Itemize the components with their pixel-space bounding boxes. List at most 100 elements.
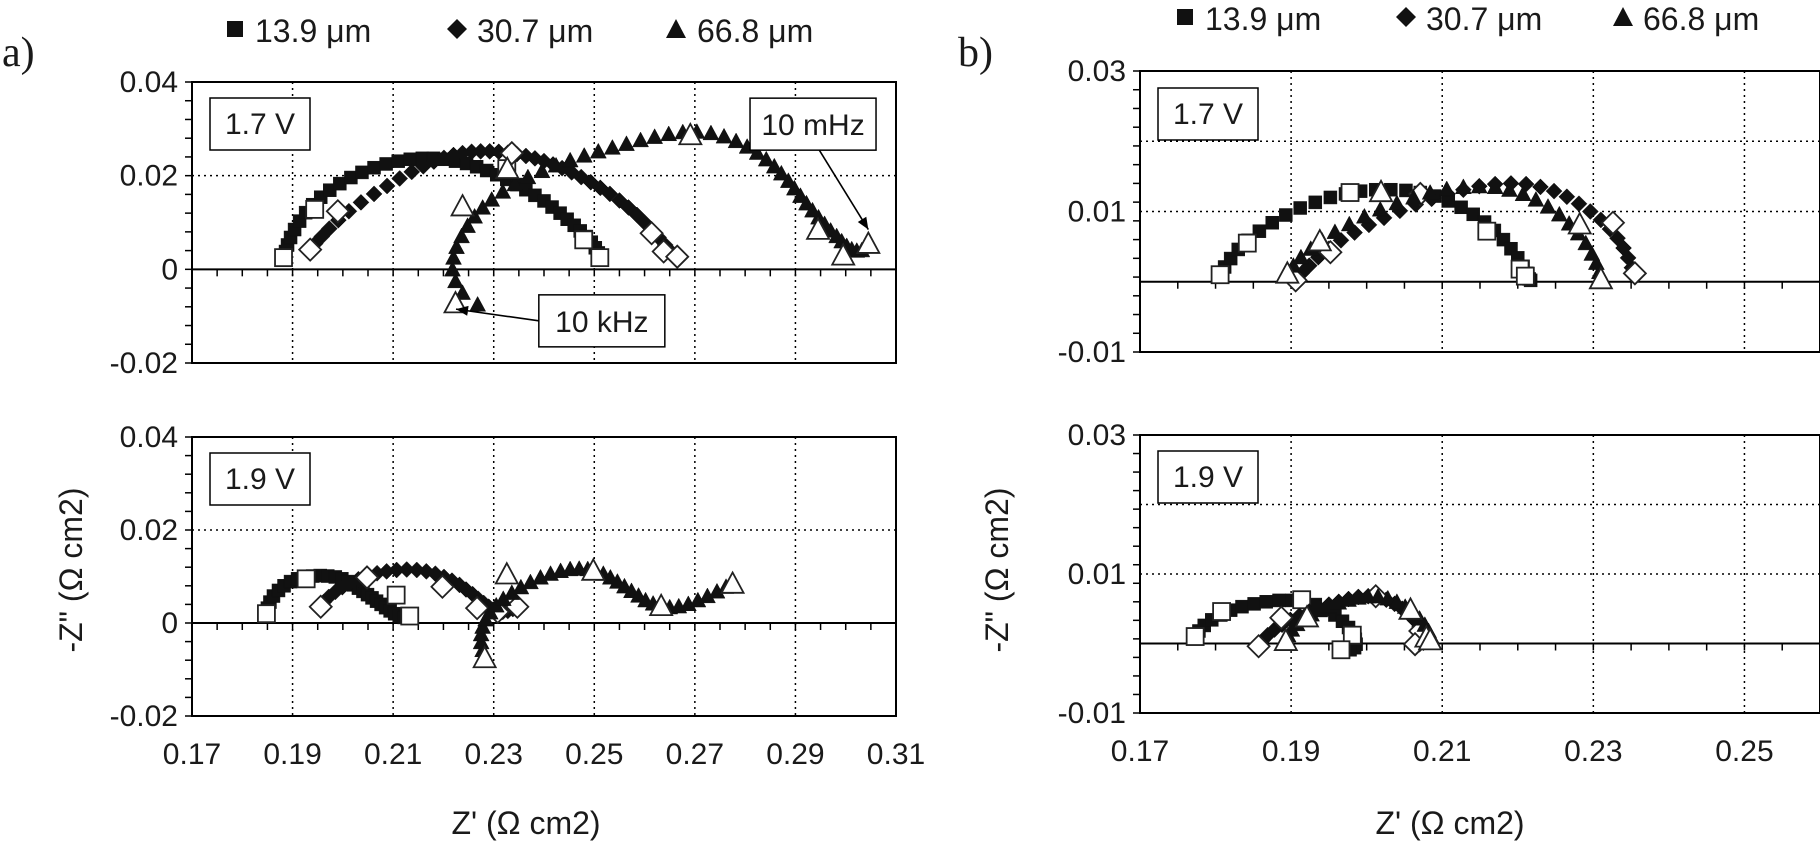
triangle-marker <box>1470 177 1488 194</box>
open-square-marker <box>386 585 406 605</box>
voltage-label: 1.7 V <box>1173 98 1243 131</box>
diamond-marker <box>611 192 628 209</box>
y-tick-label: 0.01 <box>1068 558 1126 591</box>
open-triangle-marker <box>1273 627 1299 651</box>
triangle-marker <box>444 260 461 277</box>
triangle-marker <box>1371 200 1389 217</box>
diamond-marker <box>1545 182 1563 200</box>
annotation-arrow-line <box>455 308 539 322</box>
y-tick-label: -0.02 <box>110 700 178 733</box>
plot-a-1-7v: -0.02 0 0.02 0.04 1.7 V 10 mHz 10 kHz <box>110 66 897 380</box>
open-triangle-marker <box>1368 178 1394 203</box>
x-tick-label: 0.19 <box>1262 735 1320 768</box>
triangle-marker <box>453 227 470 244</box>
y-tick-label: 0.04 <box>120 66 178 99</box>
diamond-marker <box>1570 195 1588 213</box>
y-tick-label: 0.04 <box>120 421 178 454</box>
diamond-marker <box>365 185 383 203</box>
voltage-label-box <box>1157 450 1259 504</box>
open-triangle-marker <box>1397 596 1423 620</box>
triangle-marker <box>1388 593 1406 609</box>
open-triangle-marker <box>1274 260 1300 284</box>
y-tick-label: 0.03 <box>1068 55 1126 88</box>
square-marker <box>1247 597 1261 611</box>
diamond-marker <box>391 170 409 187</box>
voltage-label: 1.9 V <box>1173 461 1243 494</box>
voltage-label-box <box>209 452 311 506</box>
square-marker <box>1466 207 1480 222</box>
triangle-marker <box>459 217 476 233</box>
triangle-marker <box>506 175 524 192</box>
legend-label: 30.7 μm <box>477 13 593 49</box>
diamond-marker <box>1581 203 1599 220</box>
x-tick-label: 0.21 <box>364 738 422 771</box>
panel-letter-a: a) <box>2 30 35 76</box>
open-square-marker <box>1331 640 1351 660</box>
triangle-marker <box>447 272 464 289</box>
triangle-marker <box>702 124 720 141</box>
annotation-box <box>749 97 877 151</box>
triangle-marker <box>1355 207 1373 224</box>
legend-label: 66.8 μm <box>1643 1 1759 37</box>
series-triangle <box>442 122 881 314</box>
plot-frame <box>1139 70 1820 353</box>
diamond-marker <box>320 220 338 237</box>
square-marker <box>1323 190 1338 205</box>
diamond-marker <box>601 185 619 203</box>
open-diamond-marker <box>430 574 455 600</box>
annotation: 10 kHz <box>455 294 666 348</box>
triangle-marker <box>533 162 551 179</box>
y-axis-title-a: -Z" (Ω cm2) <box>53 487 89 652</box>
open-triangle-marker <box>1307 228 1333 252</box>
legend-square-marker <box>1177 9 1193 25</box>
square-marker <box>1454 200 1468 215</box>
open-triangle-marker <box>494 561 520 585</box>
triangle-marker <box>1379 589 1397 606</box>
open-triangle-marker <box>830 242 856 266</box>
x-axis-title-b: Z' (Ω cm2) <box>1375 805 1524 841</box>
open-square-marker <box>305 199 325 219</box>
open-triangle-marker <box>855 230 881 254</box>
voltage-label-box <box>209 97 311 151</box>
triangle-marker <box>1369 587 1387 604</box>
triangle-marker <box>474 198 492 215</box>
y-tick-label: 0 <box>161 607 178 640</box>
square-marker <box>1235 599 1249 614</box>
diamond-marker <box>1517 175 1535 193</box>
y-tick-label: 0.01 <box>1068 196 1126 229</box>
legend-a: 13.9 μm 30.7 μm 66.8 μm <box>227 13 813 49</box>
square-marker <box>1308 195 1323 210</box>
triangle-marker <box>603 139 621 155</box>
legend-triangle-marker <box>1613 7 1633 26</box>
legend-triangle-marker <box>666 19 686 38</box>
triangle-marker <box>519 168 537 185</box>
triangle-marker <box>448 238 465 254</box>
open-diamond-marker <box>1246 634 1271 659</box>
square-marker <box>1259 595 1273 609</box>
x-tick-label: 0.25 <box>565 738 623 771</box>
open-diamond-marker <box>664 244 690 269</box>
legend-item-66-8um: 66.8 μm <box>666 13 813 49</box>
legend-item-13-9um: 13.9 μm <box>1177 1 1321 37</box>
open-triangle-marker <box>1567 211 1593 235</box>
open-triangle-marker <box>450 193 476 217</box>
open-triangle-marker <box>720 570 746 594</box>
triangle-marker <box>575 147 593 163</box>
annotation-label: 10 mHz <box>761 109 864 142</box>
open-square-marker <box>1342 625 1362 645</box>
y-tick-label: -0.01 <box>1058 336 1126 369</box>
x-tick-label: 0.21 <box>1413 735 1471 768</box>
triangle-marker <box>547 156 565 173</box>
legend-label: 13.9 μm <box>1205 1 1321 37</box>
series-diamond <box>297 140 690 269</box>
diamond-marker <box>1558 188 1576 206</box>
open-triangle-marker <box>1294 604 1320 628</box>
legend-diamond-marker <box>1396 7 1416 27</box>
open-square-marker <box>296 569 316 589</box>
x-tick-label: 0.29 <box>766 738 824 771</box>
square-marker <box>355 165 369 180</box>
triangle-marker <box>1454 178 1472 194</box>
voltage-label: 1.7 V <box>225 108 295 141</box>
open-square-marker <box>257 604 276 624</box>
